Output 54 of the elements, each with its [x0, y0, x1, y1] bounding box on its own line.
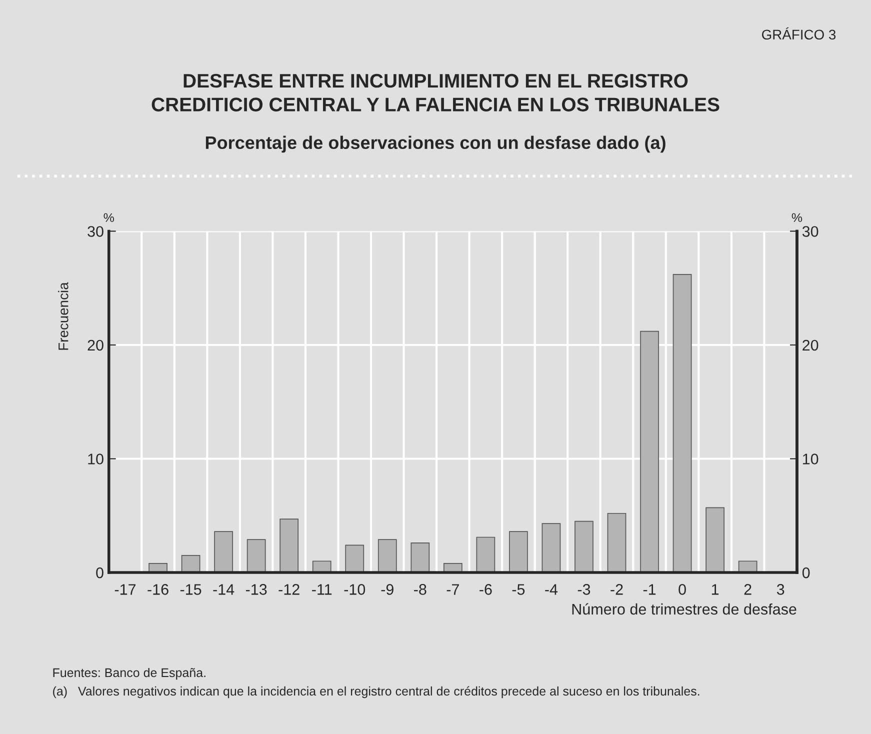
y2-tick-label: 10 — [802, 454, 818, 464]
x-tick-label: -15 — [180, 584, 202, 595]
x-tick-label: -16 — [148, 584, 168, 595]
bar — [509, 531, 528, 573]
bar — [640, 330, 659, 573]
x-tick-label: -6 — [480, 584, 492, 595]
bar — [214, 531, 233, 573]
x-tick-label: 2 — [744, 584, 752, 595]
bar — [181, 555, 200, 573]
x-tick-label: -13 — [246, 584, 267, 595]
x-tick-label: 1 — [712, 584, 719, 595]
x-tick-label: -8 — [414, 584, 426, 595]
bar — [607, 512, 626, 573]
y-tick-label: 10 — [88, 454, 104, 464]
x-tick-label: -1 — [643, 584, 656, 595]
y2-tick-label: 0 — [802, 567, 810, 578]
source-note: Fuentes: Banco de España. — [53, 668, 206, 680]
text: (a) Valores negativos indican que la incidencia en el registro central de créditos precede al suceso en los tribunales. — [53, 686, 700, 698]
y-tick-label: 20 — [88, 340, 104, 351]
bar — [312, 560, 332, 573]
text: % — [104, 213, 114, 222]
bar — [476, 536, 496, 573]
x-tick-label: -12 — [278, 584, 300, 595]
bar — [378, 539, 397, 573]
x-tick-label: -2 — [610, 584, 623, 595]
x-tick-label: -5 — [512, 584, 525, 595]
y2-tick-label: 20 — [802, 340, 818, 351]
bar — [410, 542, 430, 573]
text: GRÁFICO 3 — [762, 27, 836, 40]
x-tick-label: -7 — [446, 584, 459, 595]
x-tick-label: -10 — [344, 584, 366, 595]
x-tick-label: -3 — [578, 584, 590, 595]
chart-title: DESFASE ENTRE INCUMPLIMIENTO EN EL REGISTRO CREDITICIO CENTRAL Y LA FALENCIA EN LOS TRIBUNALES — [152, 74, 720, 112]
x-tick-label: -14 — [213, 584, 234, 595]
x-tick-label: 0 — [678, 584, 686, 595]
bar — [542, 523, 561, 573]
x-tick-label: 3 — [776, 584, 784, 595]
y-tick-label: 30 — [88, 226, 104, 237]
y-tick-label: 0 — [96, 567, 104, 578]
text: % — [792, 213, 802, 222]
bar — [246, 539, 266, 573]
bar — [574, 520, 594, 573]
x-tick-label: -11 — [312, 584, 332, 595]
chart-subtitle: Porcentaje de observaciones con un desfase dado (a) — [206, 136, 666, 153]
y-axis-title: Frecuencia — [58, 282, 68, 350]
bar — [280, 518, 299, 573]
x-tick-label: -4 — [545, 584, 558, 595]
y2-tick-label: 30 — [802, 226, 818, 237]
bar — [345, 544, 364, 573]
x-axis-title: Número de trimestres de desfase — [572, 603, 796, 615]
x-tick-label: -17 — [114, 584, 136, 595]
bar — [672, 274, 692, 573]
x-tick-label: -9 — [381, 584, 394, 595]
bar — [706, 507, 724, 573]
